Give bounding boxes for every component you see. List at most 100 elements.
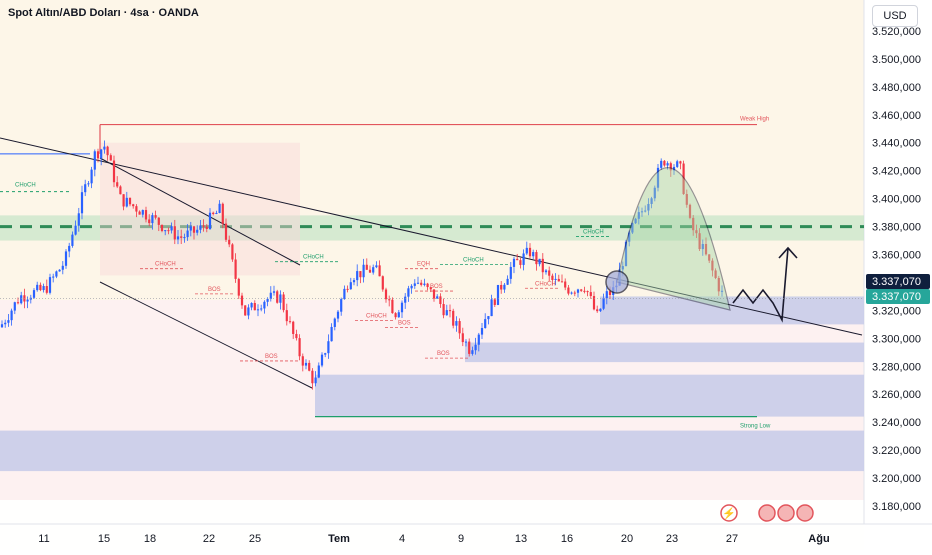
- candle: [490, 294, 493, 317]
- candle-body: [388, 299, 391, 301]
- choch-label: CHoCH: [303, 255, 324, 261]
- candle-body: [640, 211, 644, 213]
- y-tick-label: 3.260,000: [872, 389, 921, 401]
- overlay-layer: CHoCH CHoCH CHoCH CHoCH CHoCH CHoCH BOS BOS BOS B…: [0, 167, 864, 362]
- candle: [215, 210, 218, 215]
- candle-body: [212, 212, 215, 214]
- x-tick-label: Ağu: [808, 533, 829, 545]
- candle-body: [32, 290, 36, 298]
- candle-body: [228, 239, 231, 245]
- candle-body: [288, 321, 292, 323]
- y-tick-label: 3.240,000: [872, 417, 921, 429]
- candle-body: [666, 163, 669, 166]
- candle: [343, 285, 346, 300]
- candle: [77, 207, 80, 232]
- candle: [503, 282, 506, 293]
- candle-body: [532, 252, 535, 257]
- candle-body: [496, 285, 500, 305]
- candle: [378, 260, 381, 277]
- candle: [205, 224, 208, 233]
- candle: [189, 221, 192, 237]
- candle-body: [458, 321, 461, 334]
- x-tick-label: 23: [666, 533, 678, 545]
- candle-body: [500, 285, 503, 290]
- candle: [461, 327, 464, 347]
- candle-body: [480, 328, 484, 335]
- candle-body: [58, 269, 61, 272]
- candles-layer: [0, 140, 724, 390]
- y-tick-label: 3.480,000: [872, 82, 921, 94]
- price-tag-dark: [866, 274, 930, 289]
- candle: [624, 239, 628, 267]
- candle: [452, 308, 455, 329]
- candle: [263, 300, 266, 314]
- candle: [628, 230, 631, 247]
- candle-body: [295, 333, 298, 339]
- candle: [250, 302, 253, 311]
- price-axis[interactable]: 3.180,000 3.200,000 3.220,000 3.240,000 3.26…: [866, 26, 930, 513]
- candle-body: [346, 288, 349, 290]
- candle-body: [448, 310, 452, 312]
- candle: [304, 359, 308, 370]
- candle: [132, 203, 135, 209]
- candle-body: [183, 237, 186, 239]
- candle-body: [128, 197, 132, 205]
- candle-body: [356, 271, 359, 281]
- candle-body: [167, 230, 170, 232]
- choch-label: CHoCH: [366, 313, 387, 319]
- us-flag-icon-2[interactable]: [777, 504, 795, 522]
- candle: [567, 285, 570, 296]
- candle: [199, 220, 202, 234]
- candle-body: [714, 270, 717, 278]
- candle: [487, 315, 490, 325]
- candle: [384, 287, 388, 303]
- candle-body: [583, 290, 586, 292]
- candle-body: [436, 296, 439, 299]
- us-flag-icon-1[interactable]: [758, 504, 776, 522]
- candle: [276, 289, 279, 304]
- candle-body: [55, 271, 58, 277]
- candle-body: [503, 284, 506, 290]
- candle-body: [372, 267, 375, 273]
- y-tick-label: 3.220,000: [872, 445, 921, 457]
- candle-body: [20, 295, 23, 304]
- bos-label: BOS: [437, 351, 450, 357]
- candle: [557, 274, 560, 282]
- candle: [477, 332, 480, 352]
- candle: [20, 291, 23, 305]
- candle: [560, 274, 564, 283]
- candle: [336, 309, 340, 323]
- choch-label: CHoCH: [583, 230, 604, 236]
- lightning-glyph: ⚡: [722, 507, 736, 520]
- candle-body: [324, 353, 327, 355]
- y-tick-label: 3.520,000: [872, 26, 921, 38]
- candle-body: [330, 326, 333, 342]
- candle-body: [93, 151, 96, 170]
- candle: [695, 224, 698, 239]
- candle: [394, 312, 397, 320]
- candle-body: [308, 362, 311, 371]
- candle: [602, 293, 605, 311]
- us-flag-icon-3[interactable]: [796, 504, 814, 522]
- left-choch-label: CHoCH: [15, 183, 36, 189]
- candle-body: [10, 310, 13, 321]
- candle-body: [144, 210, 148, 220]
- lightning-icon[interactable]: [720, 504, 738, 522]
- time-axis[interactable]: 11 15 18 22 25 Tem 4 9 13 16 20 23 27 Ağu: [38, 533, 829, 545]
- candle-body: [375, 265, 378, 268]
- candle-body: [26, 299, 29, 302]
- candle: [10, 308, 13, 326]
- x-tick-label: 9: [458, 533, 464, 545]
- bos-label: BOS: [265, 354, 278, 360]
- candle: [183, 233, 186, 243]
- y-tick-label: 3.200,000: [872, 473, 921, 485]
- candle: [93, 149, 96, 177]
- candle: [64, 249, 68, 269]
- candle-body: [573, 292, 576, 294]
- bos-label: BOS: [398, 320, 411, 326]
- candle: [432, 289, 436, 302]
- currency-button[interactable]: USD: [872, 5, 918, 27]
- candle: [506, 275, 509, 285]
- candle: [458, 318, 461, 339]
